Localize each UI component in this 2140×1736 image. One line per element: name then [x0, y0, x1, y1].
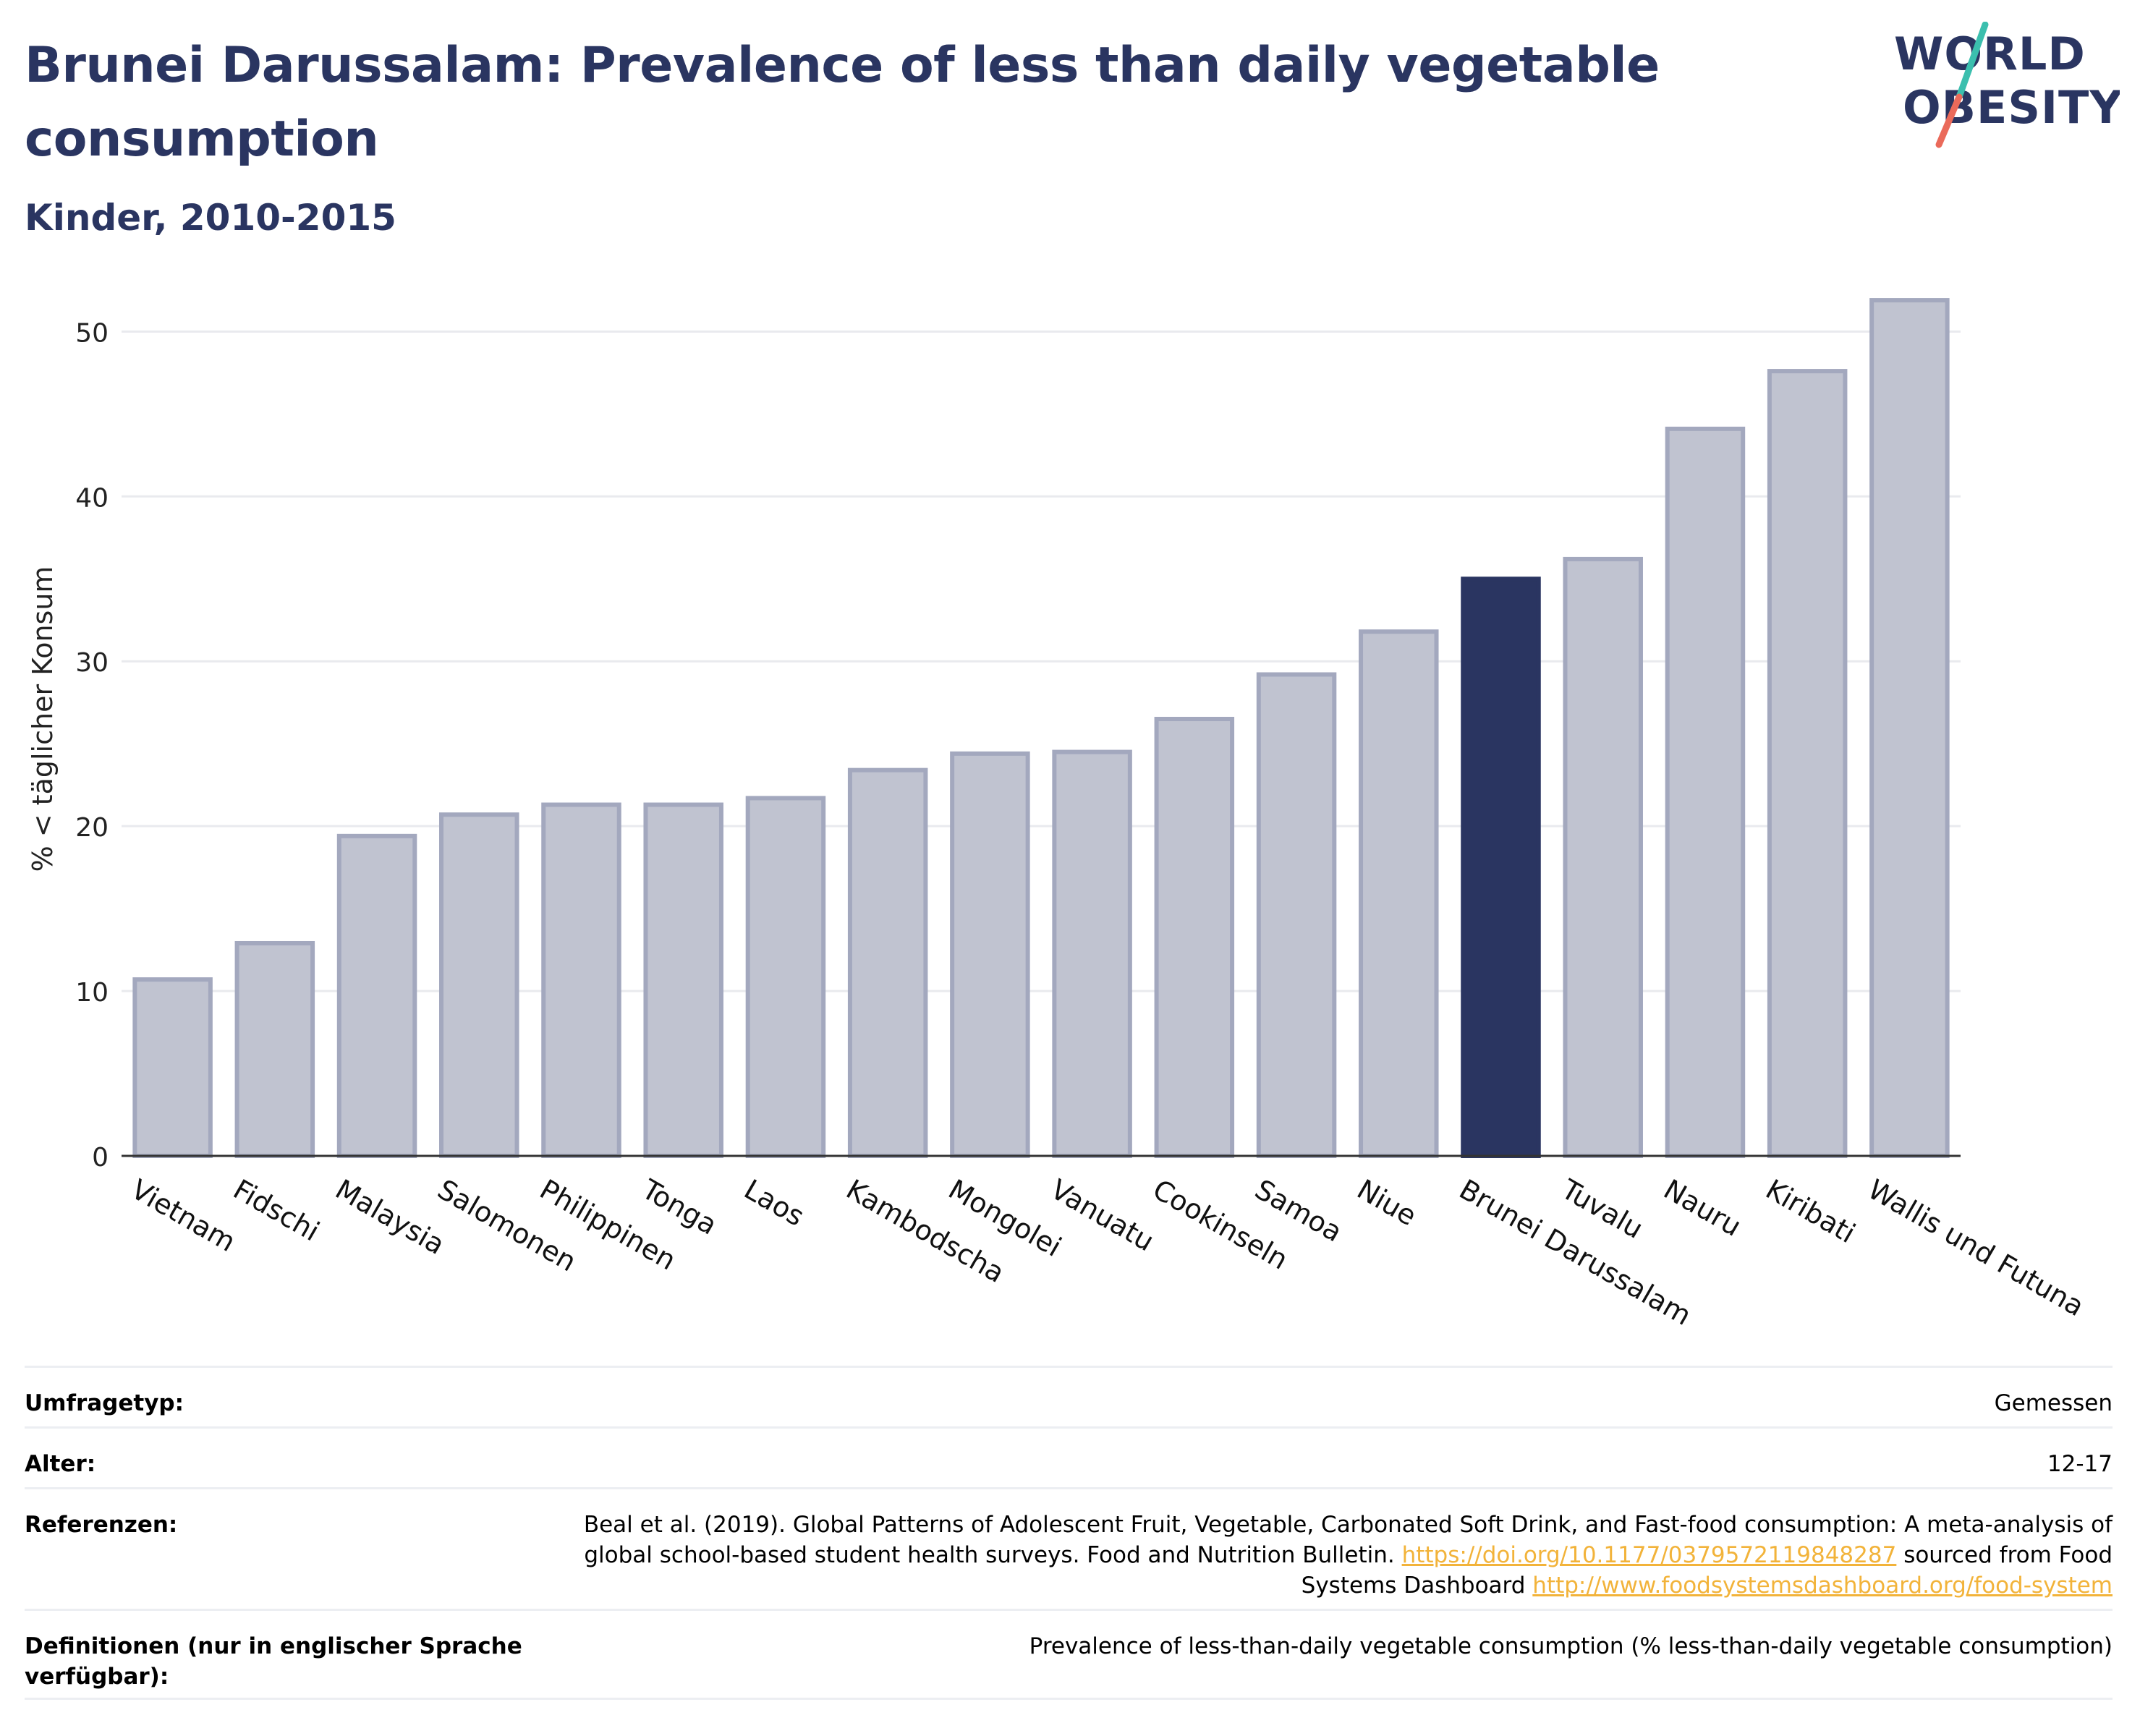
- bar: [1767, 369, 1848, 1159]
- meta-value: Gemessen: [1994, 1390, 2113, 1416]
- bar: [132, 977, 213, 1158]
- logo-slash-bottom: [1935, 93, 1963, 148]
- meta-row-definitions: Definitionen (nur in englischer Sprache …: [25, 1609, 2113, 1700]
- logo-slash-top: [1956, 22, 1989, 101]
- meta-row-age: Alter: 12-17: [25, 1426, 2113, 1487]
- bar: [1869, 298, 1950, 1159]
- y-tick-label: 50: [75, 318, 109, 348]
- chart-title: Brunei Darussalam: Prevalence of less th…: [25, 37, 1660, 168]
- y-tick-label: 0: [92, 1143, 109, 1173]
- meta-value: Beal et al. (2019). Global Patterns of A…: [557, 1510, 2113, 1601]
- x-tick-label: Niue: [1352, 1173, 1422, 1232]
- x-tick-label: Nauru: [1658, 1173, 1746, 1243]
- bar: [439, 812, 519, 1158]
- bar: [847, 767, 928, 1158]
- world-obesity-logo: WORLD OBESITY: [1894, 22, 2120, 148]
- logo-text-obesity: OBESITY: [1903, 81, 2120, 134]
- x-tick-label: Kiribati: [1760, 1173, 1861, 1249]
- bar-chart: 0 10 20 30 40 50 % < täglicher Konsum VietnamFi…: [27, 298, 2089, 1332]
- y-tick-label: 20: [75, 813, 109, 843]
- y-tick-label: 10: [75, 978, 109, 1008]
- bar: [1563, 556, 1643, 1158]
- reference-dashboard-link[interactable]: http://www.foodsystemsdashboard.org/food…: [1532, 1573, 2113, 1599]
- bar: [643, 802, 723, 1158]
- reference-source-text: sourced from Food Systems Dashboard: [1301, 1542, 2113, 1599]
- y-tick-label: 40: [75, 483, 109, 513]
- chart-subtitle: Kinder, 2010-2015: [25, 197, 396, 239]
- reference-text: Beal et al. (2019). Global Patterns of A…: [583, 1512, 2113, 1568]
- meta-label: Definitionen (nur in englischer Sprache …: [25, 1633, 522, 1690]
- x-tick-label: Laos: [739, 1173, 810, 1233]
- logo-text-world: WORLD: [1894, 27, 2086, 80]
- x-tick-label: Vietnam: [126, 1173, 241, 1258]
- bar-highlight: [1461, 576, 1541, 1158]
- bar: [1256, 672, 1337, 1158]
- bar: [1052, 749, 1132, 1158]
- meta-label: Referenzen:: [25, 1512, 178, 1538]
- bar: [234, 940, 315, 1158]
- x-tick-label: Wallis und Futuna: [1863, 1173, 2089, 1322]
- meta-label: Alter:: [25, 1451, 96, 1477]
- x-tick-label: Malaysia: [330, 1173, 450, 1261]
- meta-value: Prevalence of less-than-daily vegetable …: [1029, 1633, 2113, 1659]
- meta-row-survey-type: Umfragetyp: Gemessen: [25, 1366, 2113, 1426]
- metadata-table: Umfragetyp: Gemessen Alter: 12-17 Refere…: [25, 1366, 2113, 1700]
- bar: [950, 751, 1030, 1158]
- x-tick-label: Fidschi: [228, 1173, 325, 1248]
- bar: [1359, 629, 1439, 1158]
- meta-label: Umfragetyp:: [25, 1390, 184, 1416]
- bar: [745, 796, 826, 1158]
- y-tick-label: 30: [75, 648, 109, 678]
- reference-doi-link[interactable]: https://doi.org/10.1177/0379572119848287: [1401, 1542, 1897, 1568]
- bar: [541, 802, 621, 1158]
- y-axis-label: % < täglicher Konsum: [27, 566, 59, 872]
- meta-value: 12-17: [2047, 1451, 2113, 1477]
- meta-row-references: Referenzen: Beal et al. (2019). Global P…: [25, 1487, 2113, 1609]
- bar: [1154, 717, 1235, 1158]
- bar: [336, 833, 417, 1158]
- bar: [1665, 426, 1746, 1158]
- x-tick-label: Vanuatu: [1045, 1173, 1160, 1257]
